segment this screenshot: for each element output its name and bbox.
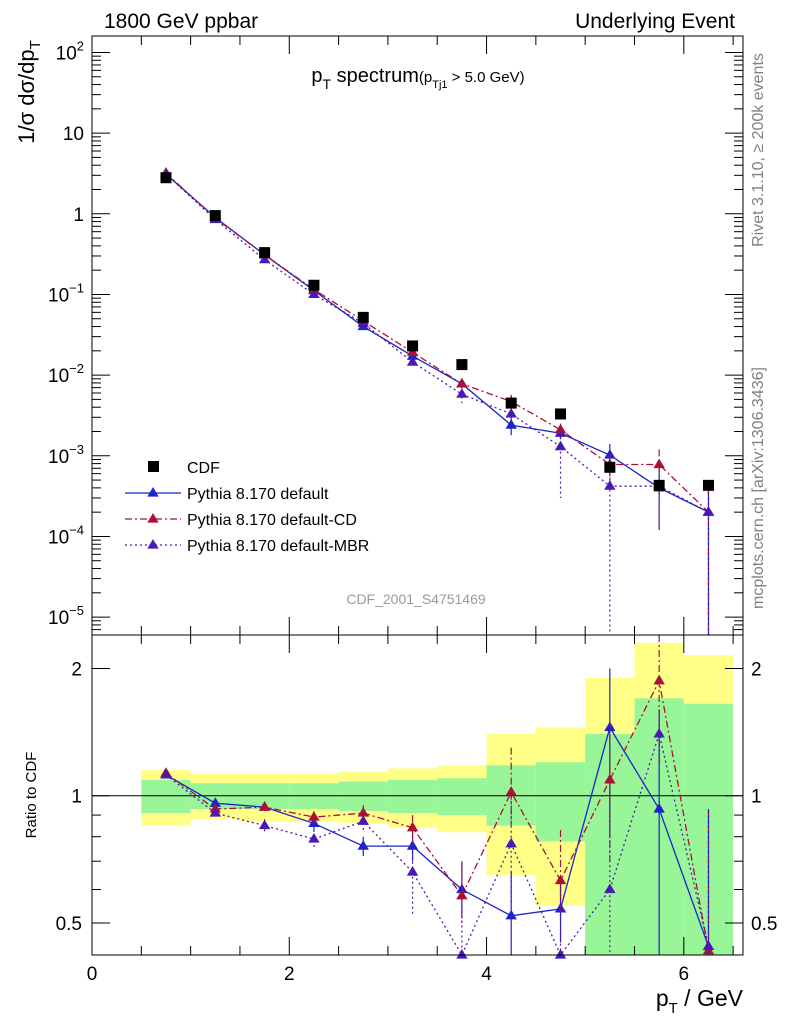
ratio-ylabel: Ratio to CDF — [23, 752, 40, 839]
ratio-y-tick-label: 2 — [71, 659, 82, 680]
y-tick-label: 10 — [63, 124, 84, 145]
series-line — [165, 173, 709, 513]
data-point — [406, 866, 419, 876]
ratio-y-tick-label: 1 — [71, 787, 82, 808]
data-point — [505, 837, 517, 848]
data-point — [357, 840, 369, 850]
series-line — [165, 725, 710, 947]
data-point — [456, 949, 468, 959]
data-point — [308, 833, 320, 843]
y-tick-label: 10−5 — [48, 603, 84, 629]
legend-marker — [147, 513, 159, 523]
band-1sigma — [437, 778, 487, 816]
legend-marker — [147, 539, 159, 549]
data-point — [406, 356, 419, 366]
data-point — [554, 440, 567, 451]
data-point — [702, 479, 714, 491]
data-point — [258, 819, 271, 830]
legend-marker — [148, 461, 159, 472]
ratio-frame — [91, 634, 744, 956]
data-point — [357, 807, 369, 817]
data-point — [259, 247, 271, 259]
data-point — [407, 340, 419, 352]
data-point — [604, 883, 616, 894]
data-point — [604, 461, 616, 473]
analysis-id: CDF_2001_S4751469 — [346, 591, 486, 607]
data-point — [456, 388, 468, 398]
x-tick-label: 4 — [481, 964, 492, 985]
ratio-y-tick-label: 1 — [751, 787, 762, 808]
data-point — [406, 821, 419, 832]
ratio-y-tick-label: 0.5 — [751, 914, 777, 935]
data-point — [702, 940, 715, 951]
mcplots-label: mcplots.cern.ch [arXiv:1306.3436] — [750, 367, 767, 609]
data-point — [702, 506, 715, 516]
data-point — [604, 773, 616, 784]
data-point — [505, 786, 517, 796]
ratio-y-tick-label: 0.5 — [56, 914, 82, 935]
data-point — [456, 889, 468, 900]
data-point — [357, 815, 369, 825]
data-point — [554, 874, 567, 885]
y-tick-label: 102 — [56, 38, 84, 64]
legend-marker — [147, 487, 159, 497]
data-point — [357, 311, 369, 323]
header-right: Underlying Event — [575, 10, 735, 33]
data-point — [653, 674, 665, 685]
data-point — [604, 480, 616, 490]
band-1sigma — [387, 779, 438, 814]
y-tick-label: 10−1 — [48, 280, 84, 306]
data-point — [653, 727, 665, 738]
data-point — [258, 801, 271, 811]
legend-label: Pythia 8.170 default — [187, 486, 329, 503]
band-1sigma — [535, 762, 586, 842]
y-tick-label: 1 — [73, 205, 84, 226]
plot-title: pT spectrum(pTj1 > 5.0 GeV) — [311, 65, 524, 92]
legend-label: Pythia 8.170 default-CD — [187, 512, 357, 529]
data-point — [209, 807, 221, 817]
data-point — [554, 949, 567, 959]
series-line — [165, 678, 710, 951]
data-point — [406, 840, 419, 850]
ratio-y-tick-label: 2 — [751, 659, 762, 680]
data-point — [209, 210, 221, 222]
data-point — [160, 172, 172, 184]
data-point — [160, 768, 172, 779]
data-point — [653, 803, 665, 813]
data-point — [456, 377, 468, 388]
data-point — [505, 407, 517, 418]
data-point — [308, 288, 320, 299]
header-left: 1800 GeV ppbar — [104, 10, 258, 33]
x-tick-label: 0 — [87, 964, 98, 985]
y-tick-label: 10−2 — [48, 361, 84, 387]
data-point — [505, 419, 517, 429]
data-point — [555, 408, 567, 420]
x-tick-label: 6 — [679, 964, 690, 985]
data-point — [308, 279, 320, 291]
legend-label: CDF — [187, 460, 220, 477]
series-line — [165, 731, 710, 957]
legend-label: Pythia 8.170 default-MBR — [187, 538, 369, 555]
data-point — [456, 359, 468, 371]
data-point — [653, 479, 665, 491]
data-point — [505, 909, 517, 920]
data-point — [308, 811, 320, 821]
x-axis-label: pT / GeV — [656, 985, 744, 1017]
y-tick-label: 10−3 — [48, 442, 84, 468]
series-line — [165, 173, 709, 513]
rivet-label: Rivet 3.1.10, ≥ 200k events — [750, 53, 767, 247]
y-tick-label: 10−4 — [48, 522, 84, 548]
series-line — [165, 172, 709, 513]
x-tick-label: 2 — [284, 964, 295, 985]
data-point — [505, 397, 517, 409]
main-ylabel: 1/σ dσ/dpT — [14, 40, 44, 144]
data-point — [258, 253, 271, 264]
data-point — [209, 797, 221, 807]
data-point — [653, 458, 665, 469]
